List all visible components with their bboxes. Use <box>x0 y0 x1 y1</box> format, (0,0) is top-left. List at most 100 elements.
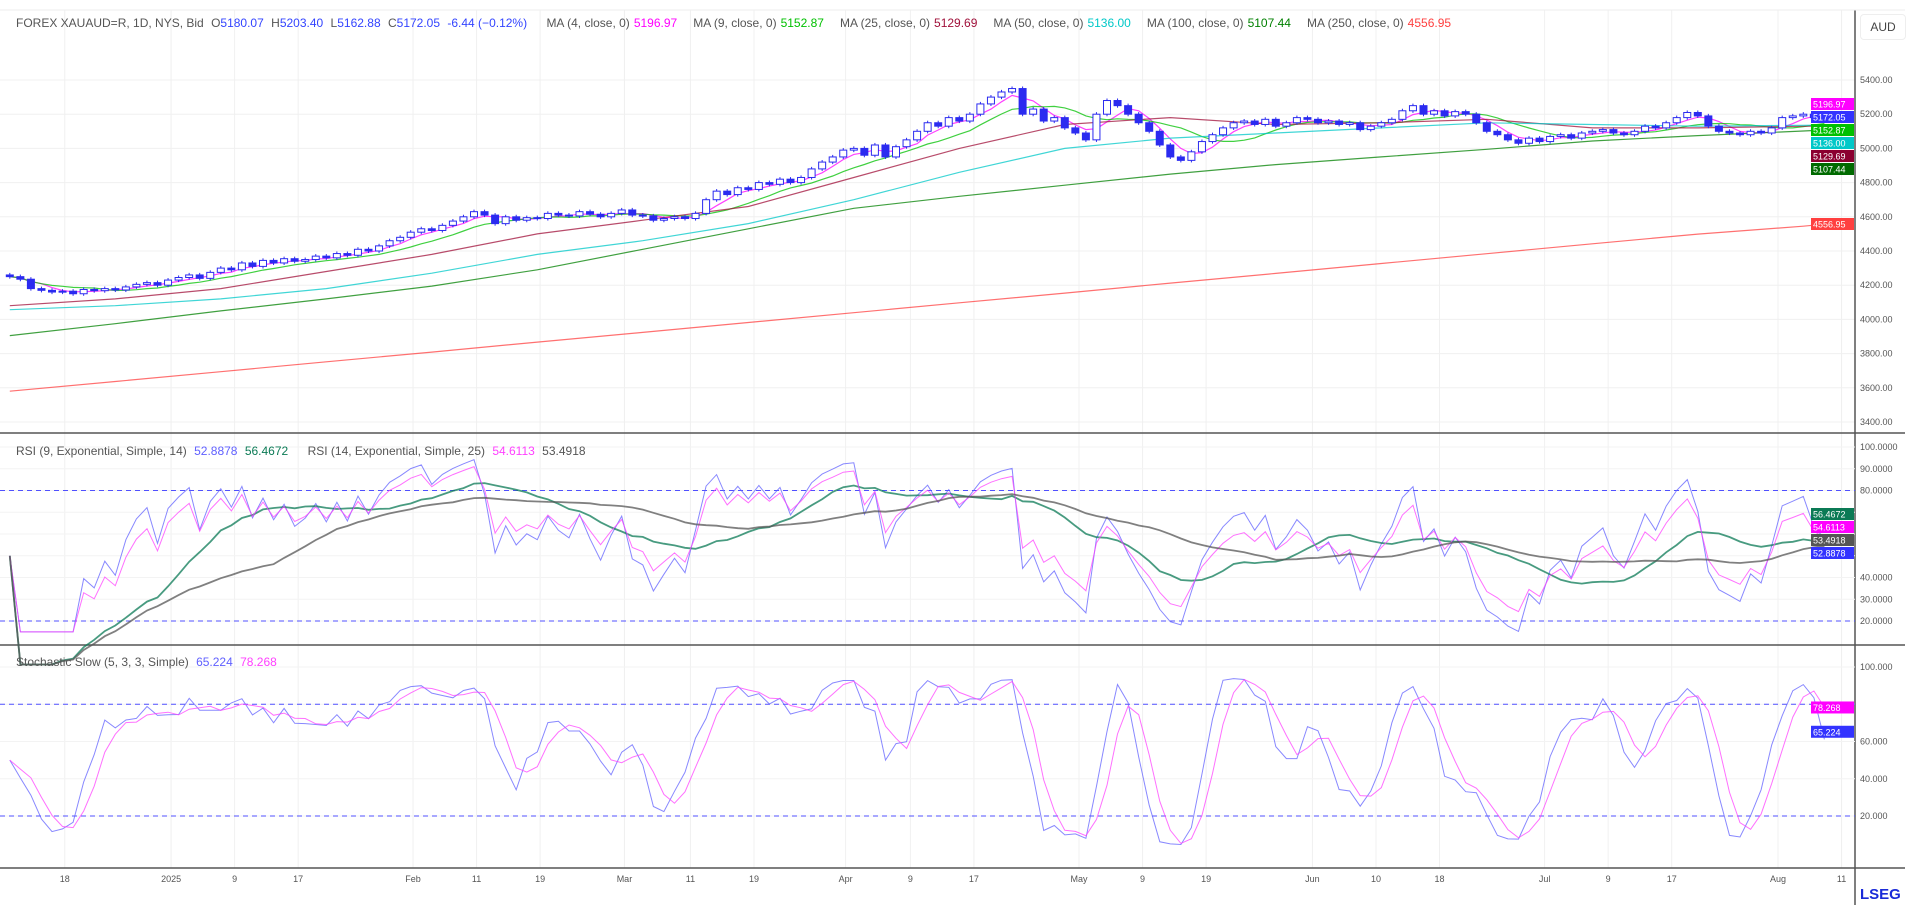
x-tick-label: May <box>1071 874 1089 884</box>
candle <box>1176 156 1185 161</box>
ma-legend-value: 5152.87 <box>780 16 824 30</box>
candle <box>965 113 974 122</box>
rsi-ma-line <box>8 493 1825 666</box>
candle <box>1197 141 1206 153</box>
price-tag: 4556.95 <box>1813 220 1846 230</box>
candle <box>1757 130 1766 134</box>
candle <box>786 178 795 184</box>
candle <box>702 199 711 214</box>
candle <box>1303 117 1312 120</box>
candle <box>1103 100 1111 115</box>
price-tag: 5136.00 <box>1813 139 1846 149</box>
price-legend: FOREX XAUAUD=R, 1D, NYS, Bid O5180.07 H5… <box>16 16 1452 30</box>
ma-legend-value: 4556.95 <box>1407 16 1452 30</box>
stoch-tag-bg <box>1811 725 1854 738</box>
candle <box>754 182 763 190</box>
candle <box>1134 113 1143 124</box>
candle <box>1588 130 1597 134</box>
ma-legend-value: 5129.69 <box>934 16 978 30</box>
candle <box>1651 125 1660 129</box>
candle <box>818 161 827 170</box>
candle <box>1556 134 1565 137</box>
candle <box>1440 110 1449 117</box>
candle <box>269 259 278 264</box>
candle <box>1799 113 1808 117</box>
x-tick-label: 19 <box>535 874 545 884</box>
x-tick-label: 17 <box>969 874 979 884</box>
candle <box>1482 122 1491 132</box>
candle <box>1430 110 1439 115</box>
candle <box>1250 120 1259 125</box>
open-value: 5180.07 <box>220 16 264 30</box>
candle <box>237 262 246 271</box>
x-tick-label: Mar <box>617 874 633 884</box>
y-tick-label: 4200.00 <box>1860 280 1893 290</box>
candle <box>1356 122 1365 131</box>
candle <box>1451 111 1460 117</box>
candle <box>638 214 647 217</box>
y-tick-label: 20.0000 <box>1860 616 1893 626</box>
candle <box>1324 120 1333 124</box>
candle <box>1693 111 1702 117</box>
ma-legend-name: MA (50, close, 0) <box>993 16 1084 30</box>
candle <box>1071 127 1080 134</box>
candle <box>934 122 943 127</box>
y-tick-label: 60.000 <box>1860 737 1888 747</box>
candle <box>311 255 320 261</box>
currency-button[interactable]: AUD <box>1860 14 1906 40</box>
candle <box>1567 134 1576 139</box>
candle <box>1778 117 1787 129</box>
candle <box>1408 105 1417 112</box>
price-tag: 5172.05 <box>1813 113 1846 123</box>
candle <box>1292 117 1301 124</box>
candle <box>1335 120 1344 125</box>
candle <box>69 290 78 295</box>
candle <box>1535 137 1544 143</box>
stoch-k-line <box>9 678 1825 846</box>
price-tag-bg <box>1811 163 1854 175</box>
candle <box>185 274 194 279</box>
candle <box>195 274 204 279</box>
candle <box>723 190 732 196</box>
stoch-tag-bg <box>1811 701 1854 714</box>
candle <box>216 267 225 273</box>
price-tag: 5196.97 <box>1813 100 1846 110</box>
candle <box>828 156 837 163</box>
y-tick-label: 5400.00 <box>1860 75 1893 85</box>
candle <box>997 91 1006 98</box>
x-tick-label: 19 <box>1201 874 1211 884</box>
price-tag-bg <box>1811 150 1854 162</box>
candle <box>111 288 120 291</box>
candle <box>1767 127 1776 134</box>
x-tick-label: Jul <box>1539 874 1551 884</box>
candle <box>417 228 426 233</box>
candle <box>1525 137 1533 144</box>
candle <box>1662 122 1671 129</box>
candle <box>375 245 384 252</box>
candle <box>448 220 457 226</box>
candle <box>1514 139 1523 144</box>
candle <box>586 211 595 215</box>
rsi-tag: 52.8878 <box>1813 549 1846 559</box>
candle <box>1240 120 1249 124</box>
change-value: -6.44 (−0.12%) <box>447 16 528 30</box>
candle <box>807 168 816 178</box>
y-tick-label: 80.0000 <box>1860 486 1893 496</box>
candle <box>364 248 373 252</box>
x-tick-label: 9 <box>1140 874 1145 884</box>
candle <box>533 217 542 220</box>
rsi-legend: RSI (9, Exponential, Simple, 14) 52.8878… <box>16 444 586 458</box>
candle <box>1219 127 1228 136</box>
rsi-tag: 54.6113 <box>1813 523 1845 533</box>
candle <box>79 288 88 295</box>
candle <box>1493 130 1502 136</box>
candle <box>1419 105 1428 115</box>
candle <box>986 96 995 105</box>
stoch-d-line <box>9 678 1825 845</box>
candle <box>1029 108 1038 115</box>
candle <box>955 117 964 122</box>
candle <box>227 267 236 271</box>
candle <box>427 228 436 231</box>
